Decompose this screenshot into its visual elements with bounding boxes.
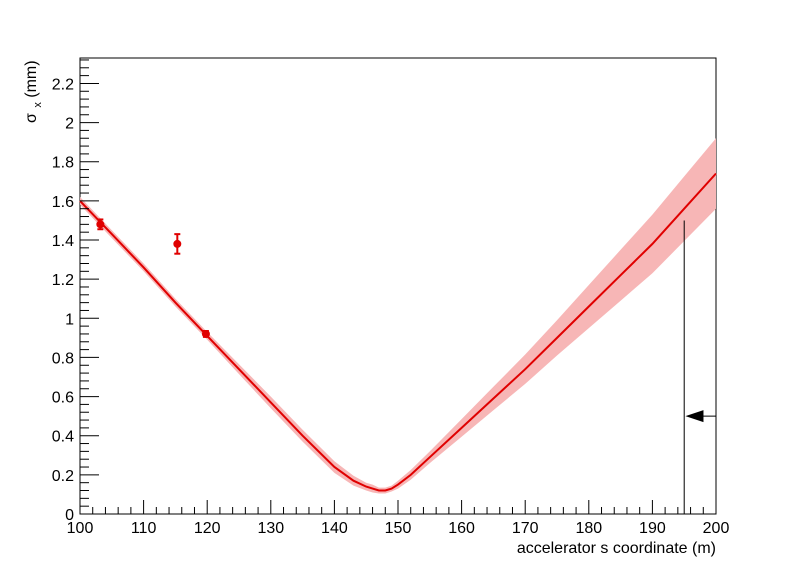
x-tick-label: 180 bbox=[575, 520, 602, 537]
y-tick-label: 0.2 bbox=[52, 468, 74, 485]
data-point bbox=[96, 220, 105, 229]
x-tick-label: 130 bbox=[257, 520, 284, 537]
y-tick-label: 1.8 bbox=[52, 155, 74, 172]
x-axis-title: accelerator s coordinate (m) bbox=[517, 540, 716, 557]
y-axis-title-symbol: σ bbox=[23, 113, 40, 123]
x-tick-label: 140 bbox=[321, 520, 348, 537]
y-tick-label: 0.6 bbox=[52, 390, 74, 407]
x-tick-label: 120 bbox=[194, 520, 221, 537]
y-tick-label: 2 bbox=[65, 116, 74, 133]
fit-curve-layer bbox=[79, 172, 717, 492]
x-tick-label: 100 bbox=[67, 520, 94, 537]
y-tick-label: 0 bbox=[65, 507, 74, 524]
y-tick-label: 0.8 bbox=[52, 350, 74, 367]
y-tick-label: 1.4 bbox=[52, 233, 74, 250]
x-tick-label: 150 bbox=[385, 520, 412, 537]
x-tick-label: 200 bbox=[703, 520, 730, 537]
arrow-head bbox=[685, 410, 704, 423]
annotation-layer bbox=[683, 220, 716, 514]
x-tick-label: 170 bbox=[512, 520, 539, 537]
data-point bbox=[201, 329, 210, 338]
x-tick-label: 160 bbox=[448, 520, 475, 537]
data-points-layer bbox=[96, 218, 210, 338]
x-axis-ticks: 100 110 120 130 140 150 160 170 180 190 200 bbox=[67, 500, 730, 537]
y-axis-title: σ x (mm) bbox=[23, 60, 45, 123]
error-band-layer bbox=[80, 138, 716, 494]
data-point bbox=[173, 239, 182, 248]
x-tick-label: 110 bbox=[131, 520, 157, 537]
fit-curve bbox=[79, 172, 717, 492]
y-tick-label: 1.6 bbox=[52, 194, 74, 211]
y-axis-title-subscript: x bbox=[32, 102, 44, 108]
y-tick-label: 1.2 bbox=[52, 272, 74, 289]
y-tick-label: 2.2 bbox=[52, 76, 74, 93]
x-tick-label: 190 bbox=[639, 520, 666, 537]
y-axis-title-unit: (mm) bbox=[23, 60, 40, 97]
fit-error-band bbox=[80, 138, 716, 494]
y-tick-label: 0.4 bbox=[52, 429, 74, 446]
y-axis-ticks: 0 0.2 0.4 0.6 0.8 1 1.2 1.4 1.6 1.8 2 2.2 bbox=[52, 59, 99, 524]
y-tick-label: 1 bbox=[65, 311, 74, 328]
